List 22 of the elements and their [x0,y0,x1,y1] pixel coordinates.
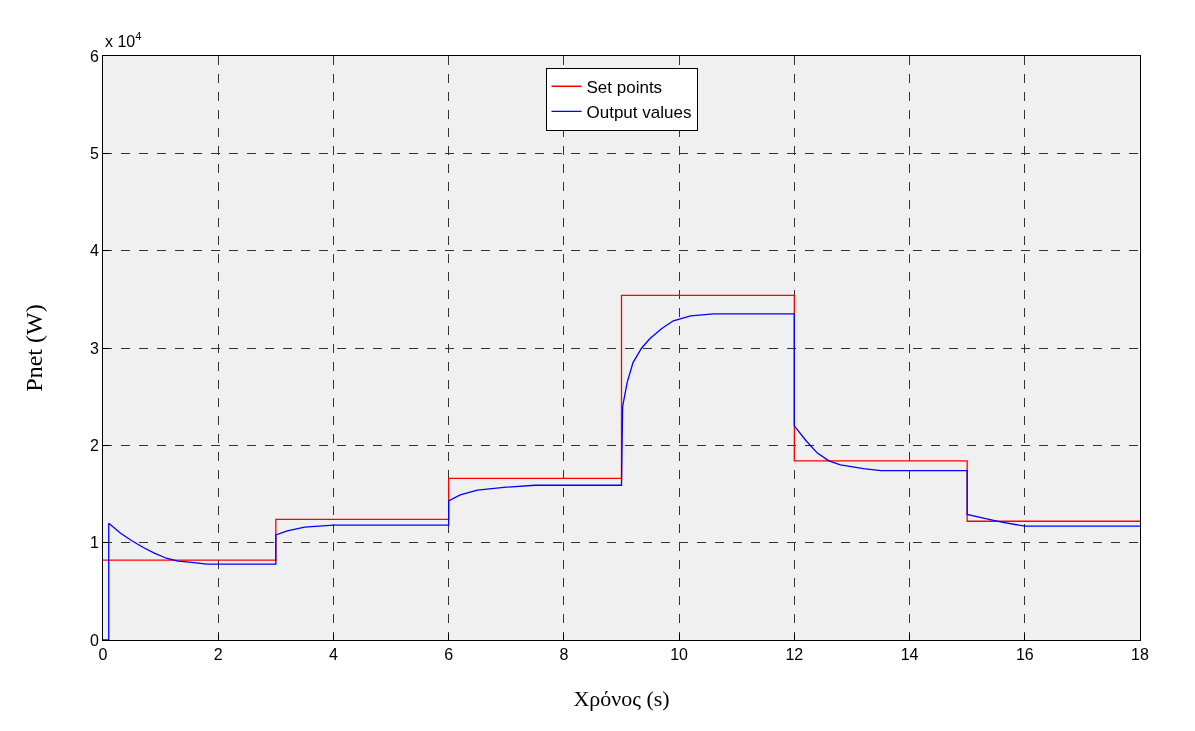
y-tick-label: 5 [89,144,99,162]
x-tick-label: 2 [213,646,223,664]
x-tick-label: 14 [900,646,919,664]
x-tick-label: 4 [328,646,338,664]
x-tick-label: 10 [670,646,689,664]
text: x 10$^{4}$ [105,30,142,50]
y-tick-label: 2 [89,436,99,454]
line-series [103,313,1140,640]
x-tick-label: 16 [1015,646,1034,664]
x-tick-label: 6 [444,646,454,664]
x-tick-label: 12 [785,646,804,664]
y-tick-label: 6 [89,47,99,65]
y-axis-title: Pnet (W) [20,304,47,392]
y-tick-label: 3 [89,339,99,357]
legend-label: Set points [586,77,663,97]
y-tick-label: 0 [89,631,99,649]
x-tick-label: 18 [1131,646,1149,664]
x-tick-label: 8 [559,646,569,664]
y-tick-label: 4 [89,242,99,260]
legend-label: Output values [586,102,692,122]
x-axis-title: Χρόνος (s) [573,686,670,712]
y-tick-label: 1 [89,534,99,552]
